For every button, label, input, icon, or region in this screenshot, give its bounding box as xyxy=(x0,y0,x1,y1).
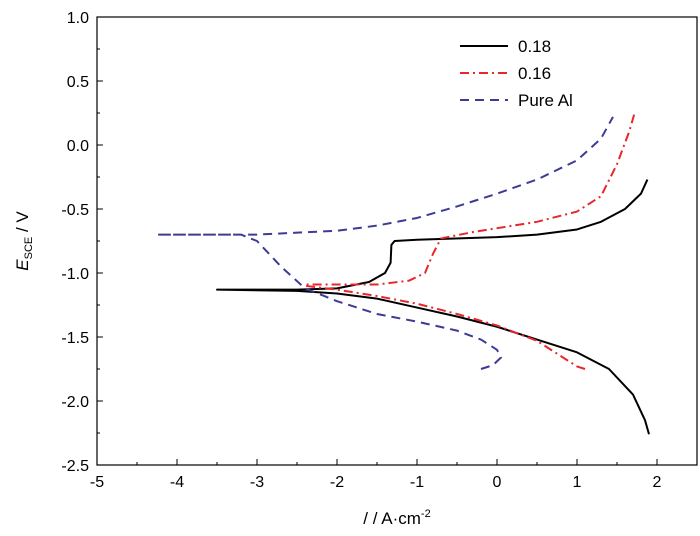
series-line-2 xyxy=(156,116,614,370)
series-line-1 xyxy=(304,112,636,370)
y-tick-label: 0.0 xyxy=(67,138,89,155)
x-tick-label: 0 xyxy=(493,474,502,491)
x-tick-label: -4 xyxy=(170,474,184,491)
x-tick-label: -2 xyxy=(330,474,344,491)
x-tick-label: 1 xyxy=(573,474,582,491)
legend-label: 0.16 xyxy=(518,64,551,83)
legend-label: 0.18 xyxy=(518,37,551,56)
y-tick-label: 0.5 xyxy=(67,74,89,91)
y-tick-label: -0.5 xyxy=(61,202,89,219)
x-tick-label: -3 xyxy=(250,474,264,491)
y-tick-label: -2.0 xyxy=(61,394,89,411)
y-tick-label: 1.0 xyxy=(67,10,89,27)
series-line-0 xyxy=(216,179,650,435)
y-tick-label: -2.5 xyxy=(61,458,89,475)
legend-label: Pure Al xyxy=(518,91,573,110)
x-axis-label: / / A·cm-2 xyxy=(363,508,430,528)
x-tick-label: 2 xyxy=(653,474,662,491)
x-tick-label: -5 xyxy=(90,474,104,491)
y-tick-label: -1.0 xyxy=(61,266,89,283)
y-axis-label: ESCE / V xyxy=(13,211,35,271)
legend: 0.18 0.16 Pure Al xyxy=(460,37,573,110)
x-tick-label: -1 xyxy=(410,474,424,491)
y-tick-label: -1.5 xyxy=(61,330,89,347)
